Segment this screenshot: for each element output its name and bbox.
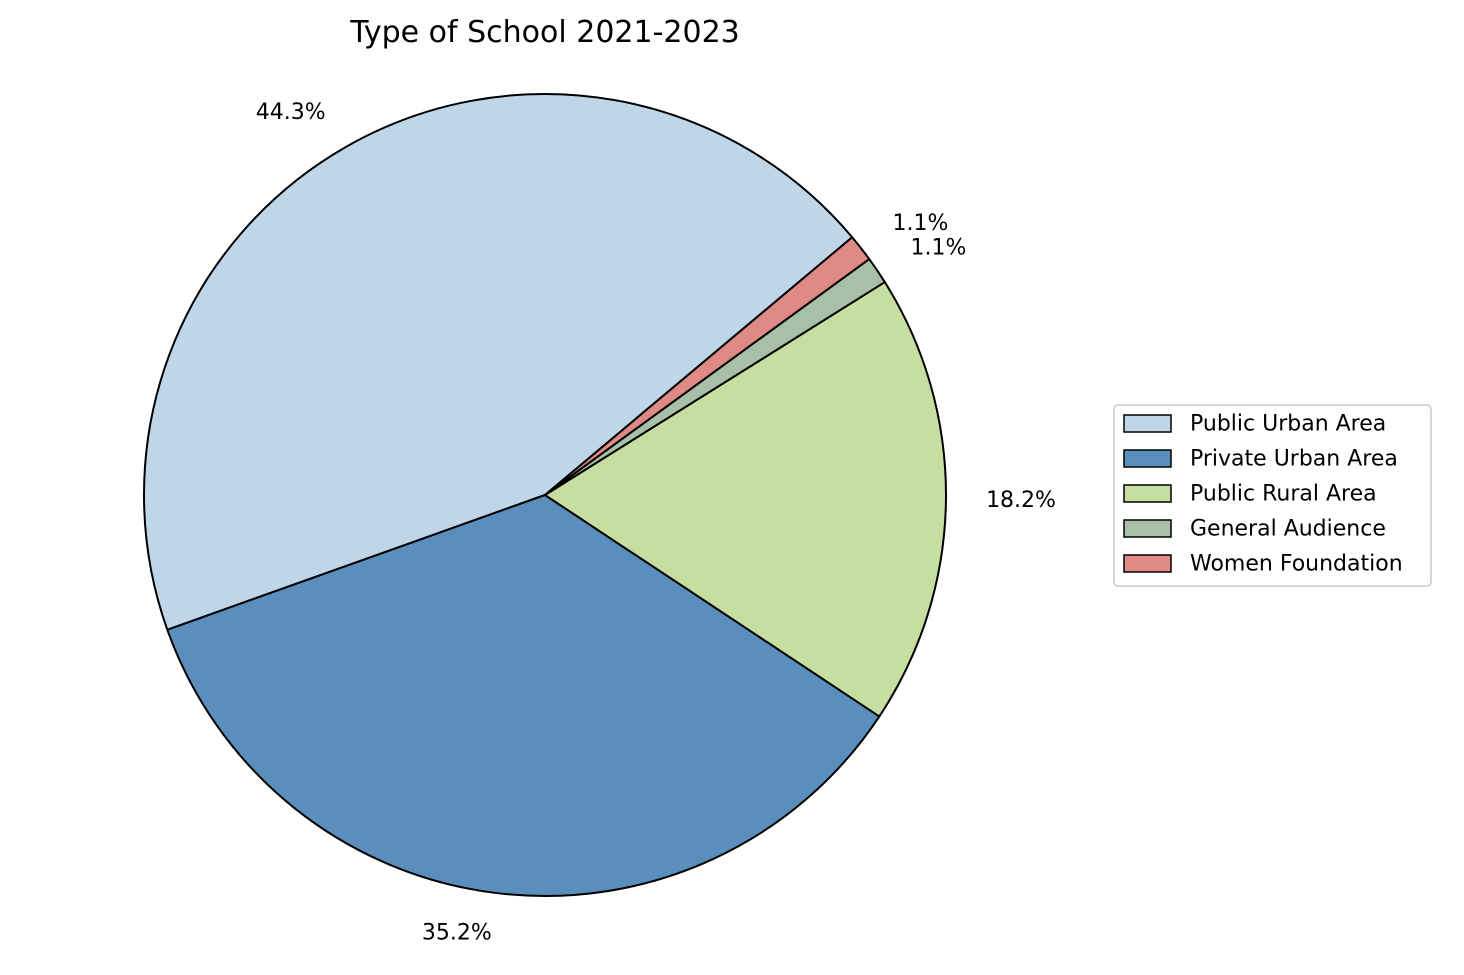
pie-slice-private-urban-area bbox=[166, 494, 881, 897]
pie-slices bbox=[143, 92, 947, 897]
legend: Public Urban Area Private Urban Area Publi… bbox=[1113, 404, 1432, 587]
legend-frame bbox=[1113, 404, 1432, 587]
pie-slice-public-urban-area bbox=[143, 92, 854, 631]
pie-percent-labels: 44.3% 35.2% 18.2% 1.1%1.1% bbox=[256, 100, 1056, 946]
pie-slice-women-foundation bbox=[544, 236, 871, 496]
legend-label: Public Rural Area bbox=[1190, 482, 1377, 507]
legend-label: General Audience bbox=[1190, 517, 1386, 542]
slice-percent-label: 1.1% bbox=[910, 235, 966, 260]
legend-swatch bbox=[1123, 484, 1172, 503]
legend-label: Private Urban Area bbox=[1190, 447, 1398, 472]
legend-label: Women Foundation bbox=[1190, 552, 1403, 577]
pie-slice-public-rural-area bbox=[544, 281, 947, 718]
slice-percent-label: 35.2% bbox=[422, 920, 492, 945]
legend-swatch bbox=[1123, 414, 1172, 433]
legend-swatch bbox=[1123, 519, 1172, 538]
legend-swatch bbox=[1123, 449, 1172, 468]
slice-percent-label: 1.1% bbox=[893, 211, 949, 236]
legend-swatch bbox=[1123, 554, 1172, 573]
slice-percent-label: 18.2% bbox=[986, 488, 1056, 513]
chart-title: Type of School 2021-2023 bbox=[349, 15, 740, 50]
legend-label: Public Urban Area bbox=[1190, 412, 1386, 437]
slice-percent-label: 44.3% bbox=[256, 100, 326, 125]
